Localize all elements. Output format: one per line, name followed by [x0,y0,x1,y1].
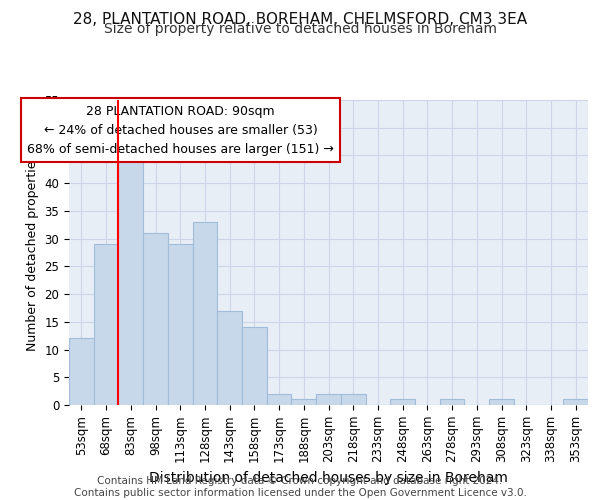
Bar [193,222,217,405]
Text: 28, PLANTATION ROAD, BOREHAM, CHELMSFORD, CM3 3EA: 28, PLANTATION ROAD, BOREHAM, CHELMSFORD… [73,12,527,28]
Text: Contains HM Land Registry data © Crown copyright and database right 2024.
Contai: Contains HM Land Registry data © Crown c… [74,476,526,498]
Bar [118,156,143,405]
Bar [94,244,118,405]
Bar [489,400,514,405]
X-axis label: Distribution of detached houses by size in Boreham: Distribution of detached houses by size … [149,470,508,484]
Bar [390,400,415,405]
Bar [69,338,94,405]
Bar [440,400,464,405]
Y-axis label: Number of detached properties: Number of detached properties [26,154,39,351]
Bar [217,310,242,405]
Bar [292,400,316,405]
Text: Size of property relative to detached houses in Boreham: Size of property relative to detached ho… [104,22,497,36]
Bar [242,328,267,405]
Bar [316,394,341,405]
Bar [267,394,292,405]
Text: 28 PLANTATION ROAD: 90sqm
← 24% of detached houses are smaller (53)
68% of semi-: 28 PLANTATION ROAD: 90sqm ← 24% of detac… [27,104,334,156]
Bar [143,233,168,405]
Bar [168,244,193,405]
Bar [341,394,365,405]
Bar [563,400,588,405]
